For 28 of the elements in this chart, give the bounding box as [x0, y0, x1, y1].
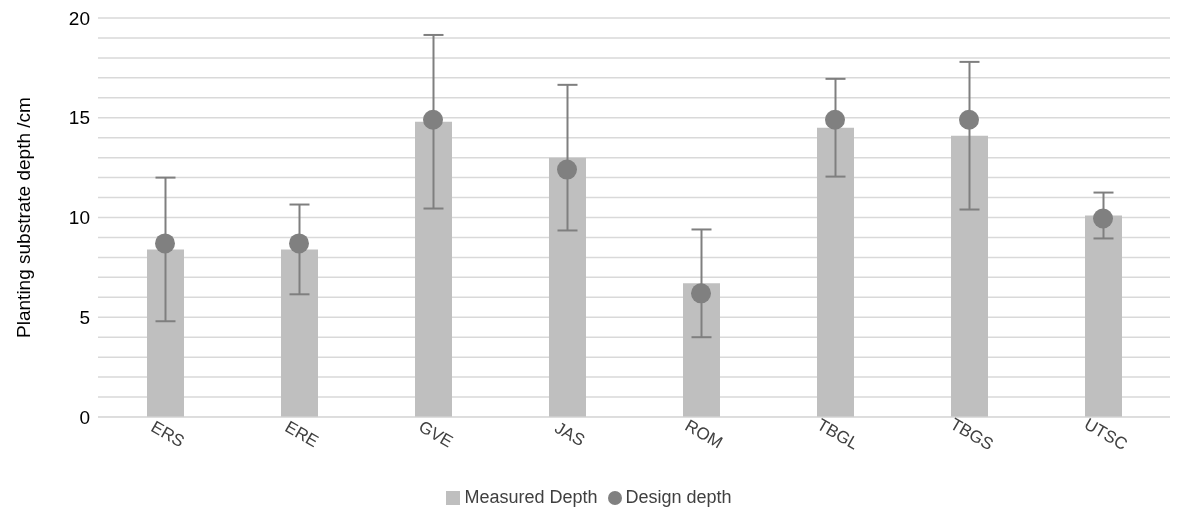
bar	[415, 121, 452, 417]
point	[1093, 208, 1113, 229]
y-axis-title: Planting substrate depth /cm	[12, 97, 34, 338]
bar	[683, 283, 720, 417]
bar	[549, 157, 586, 417]
bar	[951, 135, 988, 417]
bar	[817, 127, 854, 417]
y-tick-label: 5	[79, 306, 90, 328]
y-tick-label: 15	[68, 107, 90, 129]
point	[557, 159, 577, 180]
x-tick-label: ERE	[281, 417, 322, 452]
y-tick-label: 20	[68, 7, 90, 29]
point	[289, 233, 309, 254]
legend-label: Design depth	[625, 487, 732, 507]
x-tick-label: ERS	[147, 417, 188, 452]
x-tick-label: GVE	[415, 417, 457, 452]
bar	[147, 249, 184, 417]
point	[959, 109, 979, 130]
point	[825, 109, 845, 130]
bar	[1085, 215, 1122, 417]
point	[155, 233, 175, 254]
x-tick-label: JAS	[551, 418, 588, 451]
y-tick-label: 10	[68, 207, 90, 229]
y-tick-label: 0	[79, 406, 90, 428]
bar	[281, 249, 318, 417]
point	[423, 109, 443, 130]
point	[691, 283, 711, 304]
legend-label: Measured Depth	[464, 487, 598, 507]
